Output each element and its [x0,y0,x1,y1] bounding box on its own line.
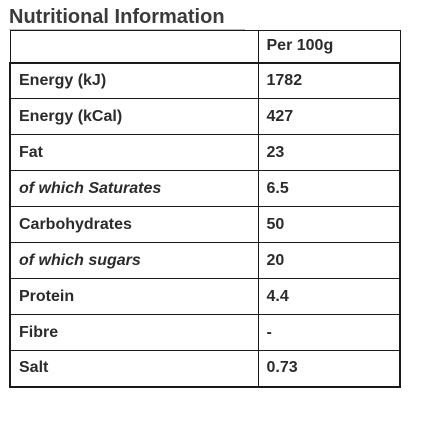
nutrient-name: of which sugars [9,242,259,279]
nutrition-table: Per 100g Energy (kJ) 1782 Energy (kCal) … [9,30,401,388]
title-underline [9,29,245,30]
nutrient-name: Carbohydrates [9,206,259,243]
table-row: Fibre - [9,314,401,351]
table-header-row: Per 100g [9,30,401,63]
nutrient-name: of which Saturates [9,170,259,207]
table-row: of which Saturates 6.5 [9,170,401,207]
column-header-per-100g: Per 100g [257,30,401,63]
table-row: Carbohydrates 50 [9,206,401,243]
nutrient-value: 20 [257,242,401,279]
nutrient-value: 50 [257,206,401,243]
nutrient-name: Fibre [9,314,259,351]
page-title: Nutritional Information [9,6,225,28]
nutrient-name: Protein [9,278,259,315]
table-row: Energy (kCal) 427 [9,98,401,135]
table-row: of which sugars 20 [9,242,401,279]
nutrient-value: 4.4 [257,278,401,315]
nutrient-name: Energy (kCal) [9,98,259,135]
table-row: Protein 4.4 [9,278,401,315]
nutrient-name: Energy (kJ) [9,61,259,99]
nutrient-value: 23 [257,134,401,171]
nutrient-value: 6.5 [257,170,401,207]
nutrient-value: 1782 [257,61,401,99]
nutrient-value: - [257,314,401,351]
nutrient-value: 0.73 [257,350,401,388]
nutrient-name: Salt [9,350,259,388]
table-row: Fat 23 [9,134,401,171]
header-empty-cell [9,30,259,63]
nutrient-name: Fat [9,134,259,171]
table-row: Energy (kJ) 1782 [9,61,401,99]
nutrient-value: 427 [257,98,401,135]
table-row: Salt 0.73 [9,350,401,388]
